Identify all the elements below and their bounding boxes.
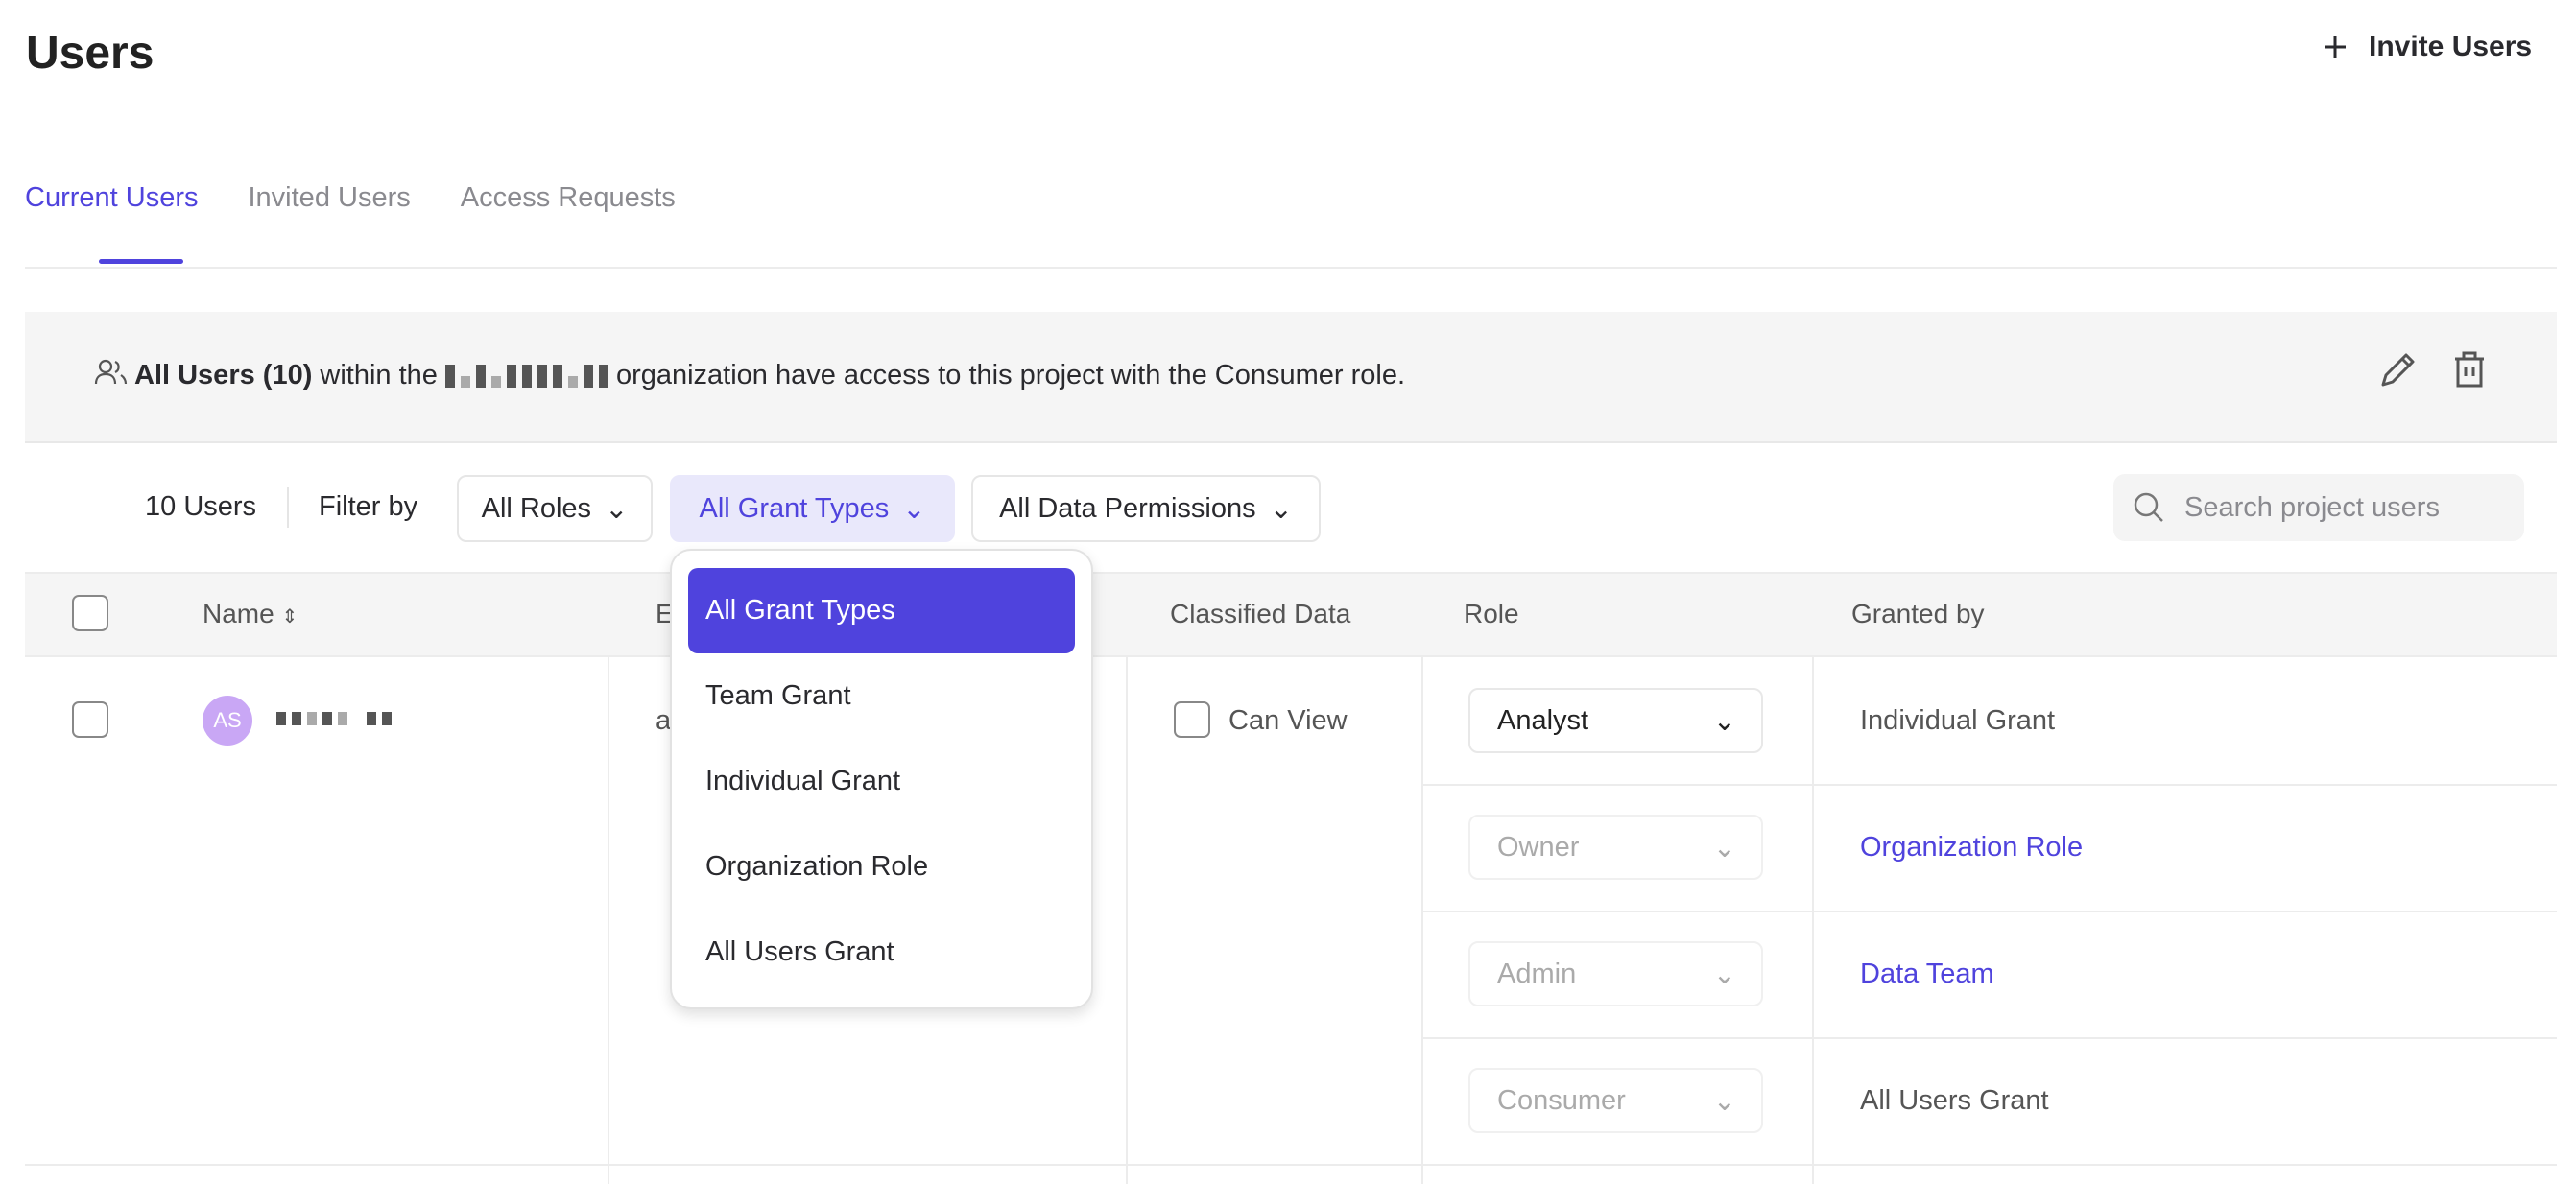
chevron-down-icon: ⌄ xyxy=(1712,1085,1736,1117)
plus-icon xyxy=(2325,36,2346,58)
banner-message: All Users (10) within the organization h… xyxy=(134,360,1405,391)
search-box xyxy=(2113,474,2524,541)
role-select-owner: Owner ⌄ xyxy=(1468,815,1763,880)
granted-by: Individual Grant xyxy=(1860,705,2056,736)
role-value: Analyst xyxy=(1497,704,1589,736)
role-value: Owner xyxy=(1497,831,1580,863)
tab-invited-users[interactable]: Invited Users xyxy=(248,182,411,213)
row-divider xyxy=(1421,784,2557,786)
grant-types-dropdown-menu: All Grant Types Team Grant Individual Gr… xyxy=(670,549,1093,1009)
column-name-label: Name xyxy=(203,599,274,628)
column-divider xyxy=(608,657,609,1184)
column-granted-by: Granted by xyxy=(1851,599,1985,628)
column-classified-data: Classified Data xyxy=(1170,599,1351,628)
sort-icon[interactable]: ⇕ xyxy=(281,606,298,628)
tabs-divider xyxy=(25,267,2557,269)
column-role: Role xyxy=(1464,599,1519,628)
can-view-label: Can View xyxy=(1228,705,1348,736)
search-icon xyxy=(2134,492,2163,522)
granted-by-link[interactable]: Data Team xyxy=(1860,959,1994,989)
data-permissions-filter-label: All Data Permissions xyxy=(999,492,1256,524)
table-header xyxy=(25,572,2557,657)
banner-pre: within the xyxy=(320,360,438,391)
row-checkbox[interactable] xyxy=(72,701,108,738)
filter-by-label: Filter by xyxy=(319,491,418,522)
role-select-analyst[interactable]: Analyst ⌄ xyxy=(1468,688,1763,753)
row-divider xyxy=(25,1164,2557,1166)
tab-current-users[interactable]: Current Users xyxy=(25,182,199,213)
menu-item-all-users-grant[interactable]: All Users Grant xyxy=(705,936,894,967)
column-divider xyxy=(1421,657,1423,1184)
redacted-user-name xyxy=(276,712,392,725)
menu-item-individual-grant[interactable]: Individual Grant xyxy=(705,766,901,796)
can-view-checkbox[interactable] xyxy=(1174,701,1210,738)
column-divider xyxy=(1126,657,1128,1184)
role-value: Consumer xyxy=(1497,1084,1626,1116)
role-select-admin: Admin ⌄ xyxy=(1468,941,1763,1006)
row-divider xyxy=(1421,911,2557,912)
chevron-down-icon: ⌄ xyxy=(1712,959,1736,990)
edit-pencil-icon[interactable] xyxy=(2378,351,2417,390)
invite-users-button[interactable]: Invite Users xyxy=(2323,31,2532,63)
granted-by-link[interactable]: Organization Role xyxy=(1860,832,2084,863)
menu-item-team-grant[interactable]: Team Grant xyxy=(705,680,851,711)
search-input[interactable] xyxy=(2184,491,2492,524)
chevron-down-icon: ⌄ xyxy=(605,493,629,525)
invite-users-label: Invite Users xyxy=(2369,31,2533,62)
role-select-consumer: Consumer ⌄ xyxy=(1468,1068,1763,1133)
avatar: AS xyxy=(203,696,252,746)
active-tab-indicator xyxy=(99,259,183,264)
delete-trash-icon[interactable] xyxy=(2452,349,2487,390)
chevron-down-icon: ⌄ xyxy=(1712,705,1736,737)
granted-by: All Users Grant xyxy=(1860,1085,2049,1116)
roles-filter-label: All Roles xyxy=(481,492,592,524)
redacted-org-name xyxy=(444,364,608,388)
column-divider xyxy=(1812,657,1814,1184)
data-permissions-filter[interactable]: All Data Permissions ⌄ xyxy=(971,475,1321,542)
user-count: 10 Users xyxy=(145,491,257,522)
roles-filter[interactable]: All Roles ⌄ xyxy=(457,475,653,542)
users-icon xyxy=(94,359,128,385)
select-all-checkbox[interactable] xyxy=(72,595,108,631)
banner-bold: All Users (10) xyxy=(134,360,313,391)
column-name[interactable]: Name ⇕ xyxy=(203,599,298,629)
tabs: Current Users Invited Users Access Reque… xyxy=(25,182,676,214)
filter-divider xyxy=(287,487,289,528)
chevron-down-icon: ⌄ xyxy=(1269,493,1293,525)
tab-access-requests[interactable]: Access Requests xyxy=(460,182,676,213)
menu-item-all-grant-types[interactable]: All Grant Types xyxy=(688,568,1075,653)
chevron-down-icon: ⌄ xyxy=(1712,832,1736,864)
role-value: Admin xyxy=(1497,958,1577,989)
menu-item-organization-role[interactable]: Organization Role xyxy=(705,851,929,882)
user-email: a xyxy=(656,705,672,736)
chevron-down-icon: ⌄ xyxy=(902,493,926,525)
grant-types-filter[interactable]: All Grant Types ⌄ xyxy=(670,475,955,542)
row-divider xyxy=(1421,1037,2557,1039)
banner-post: organization have access to this project… xyxy=(615,360,1406,391)
grant-types-filter-label: All Grant Types xyxy=(699,492,890,524)
page-title: Users xyxy=(26,28,155,79)
